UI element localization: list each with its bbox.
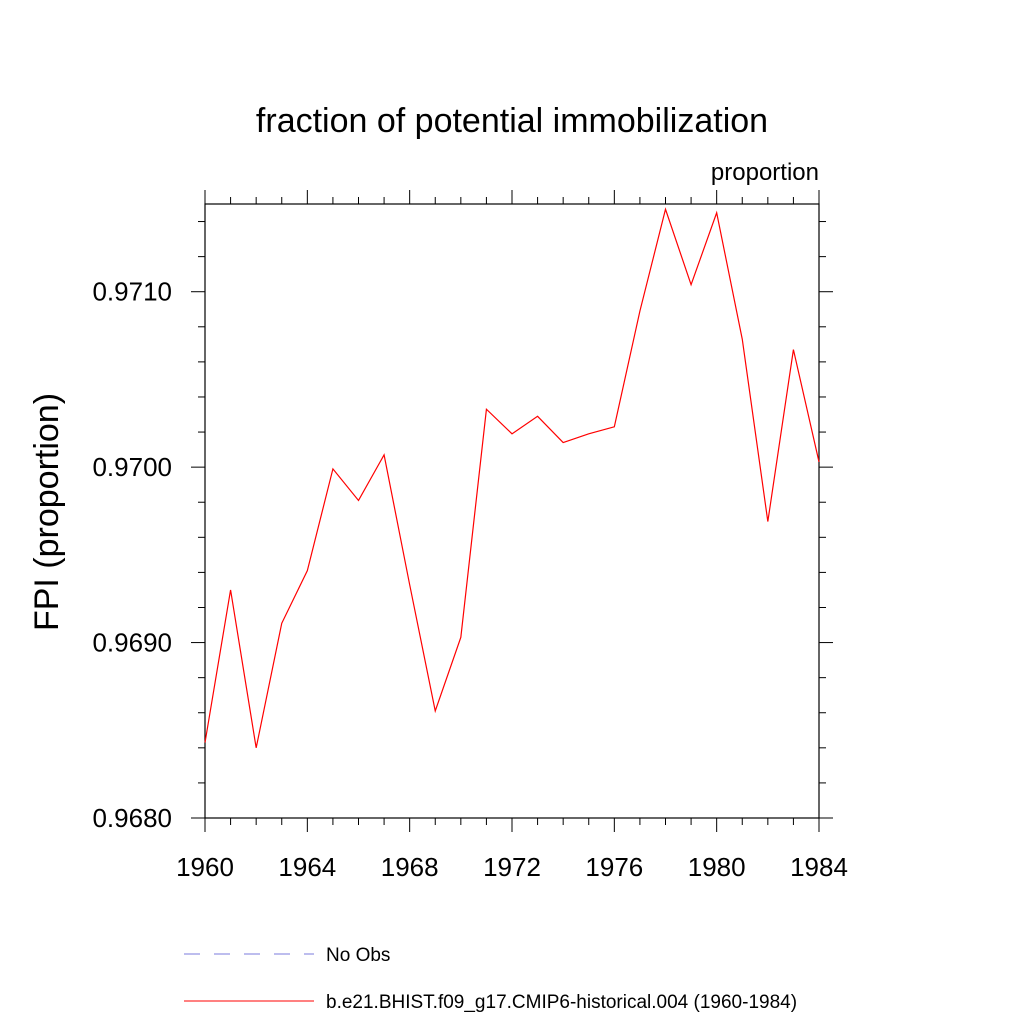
y-tick-label: 0.9710 xyxy=(92,277,172,307)
legend-label: No Obs xyxy=(326,945,390,966)
y-tick-label: 0.9700 xyxy=(92,452,172,482)
y-axis-label: FPI (proportion) xyxy=(28,393,66,631)
x-tick-label: 1976 xyxy=(585,852,643,882)
x-tick-label: 1980 xyxy=(688,852,746,882)
axis-tick-labels: 1960 1964 1968 1972 1976 1980 1984 0.9680 0.9690… xyxy=(92,277,847,882)
legend-label: b.e21.BHIST.f09_g17.CMIP6-historical.004… xyxy=(326,992,797,1013)
legend: No Obs b.e21.BHIST.f09_g17.CMIP6-historic… xyxy=(184,945,797,1013)
series-line xyxy=(204,207,820,748)
plot-frame xyxy=(204,203,820,819)
chart-title: fraction of potential immobilization xyxy=(256,102,768,140)
axis-ticks xyxy=(191,190,833,832)
series-layer xyxy=(204,207,820,748)
units-label: proportion xyxy=(711,159,819,186)
x-tick-label: 1960 xyxy=(176,852,234,882)
x-tick-label: 1972 xyxy=(483,852,541,882)
x-tick-label: 1968 xyxy=(381,852,439,882)
y-tick-label: 0.9680 xyxy=(92,803,172,833)
y-tick-label: 0.9690 xyxy=(92,628,172,658)
x-tick-label: 1984 xyxy=(790,852,848,882)
x-tick-label: 1964 xyxy=(278,852,336,882)
